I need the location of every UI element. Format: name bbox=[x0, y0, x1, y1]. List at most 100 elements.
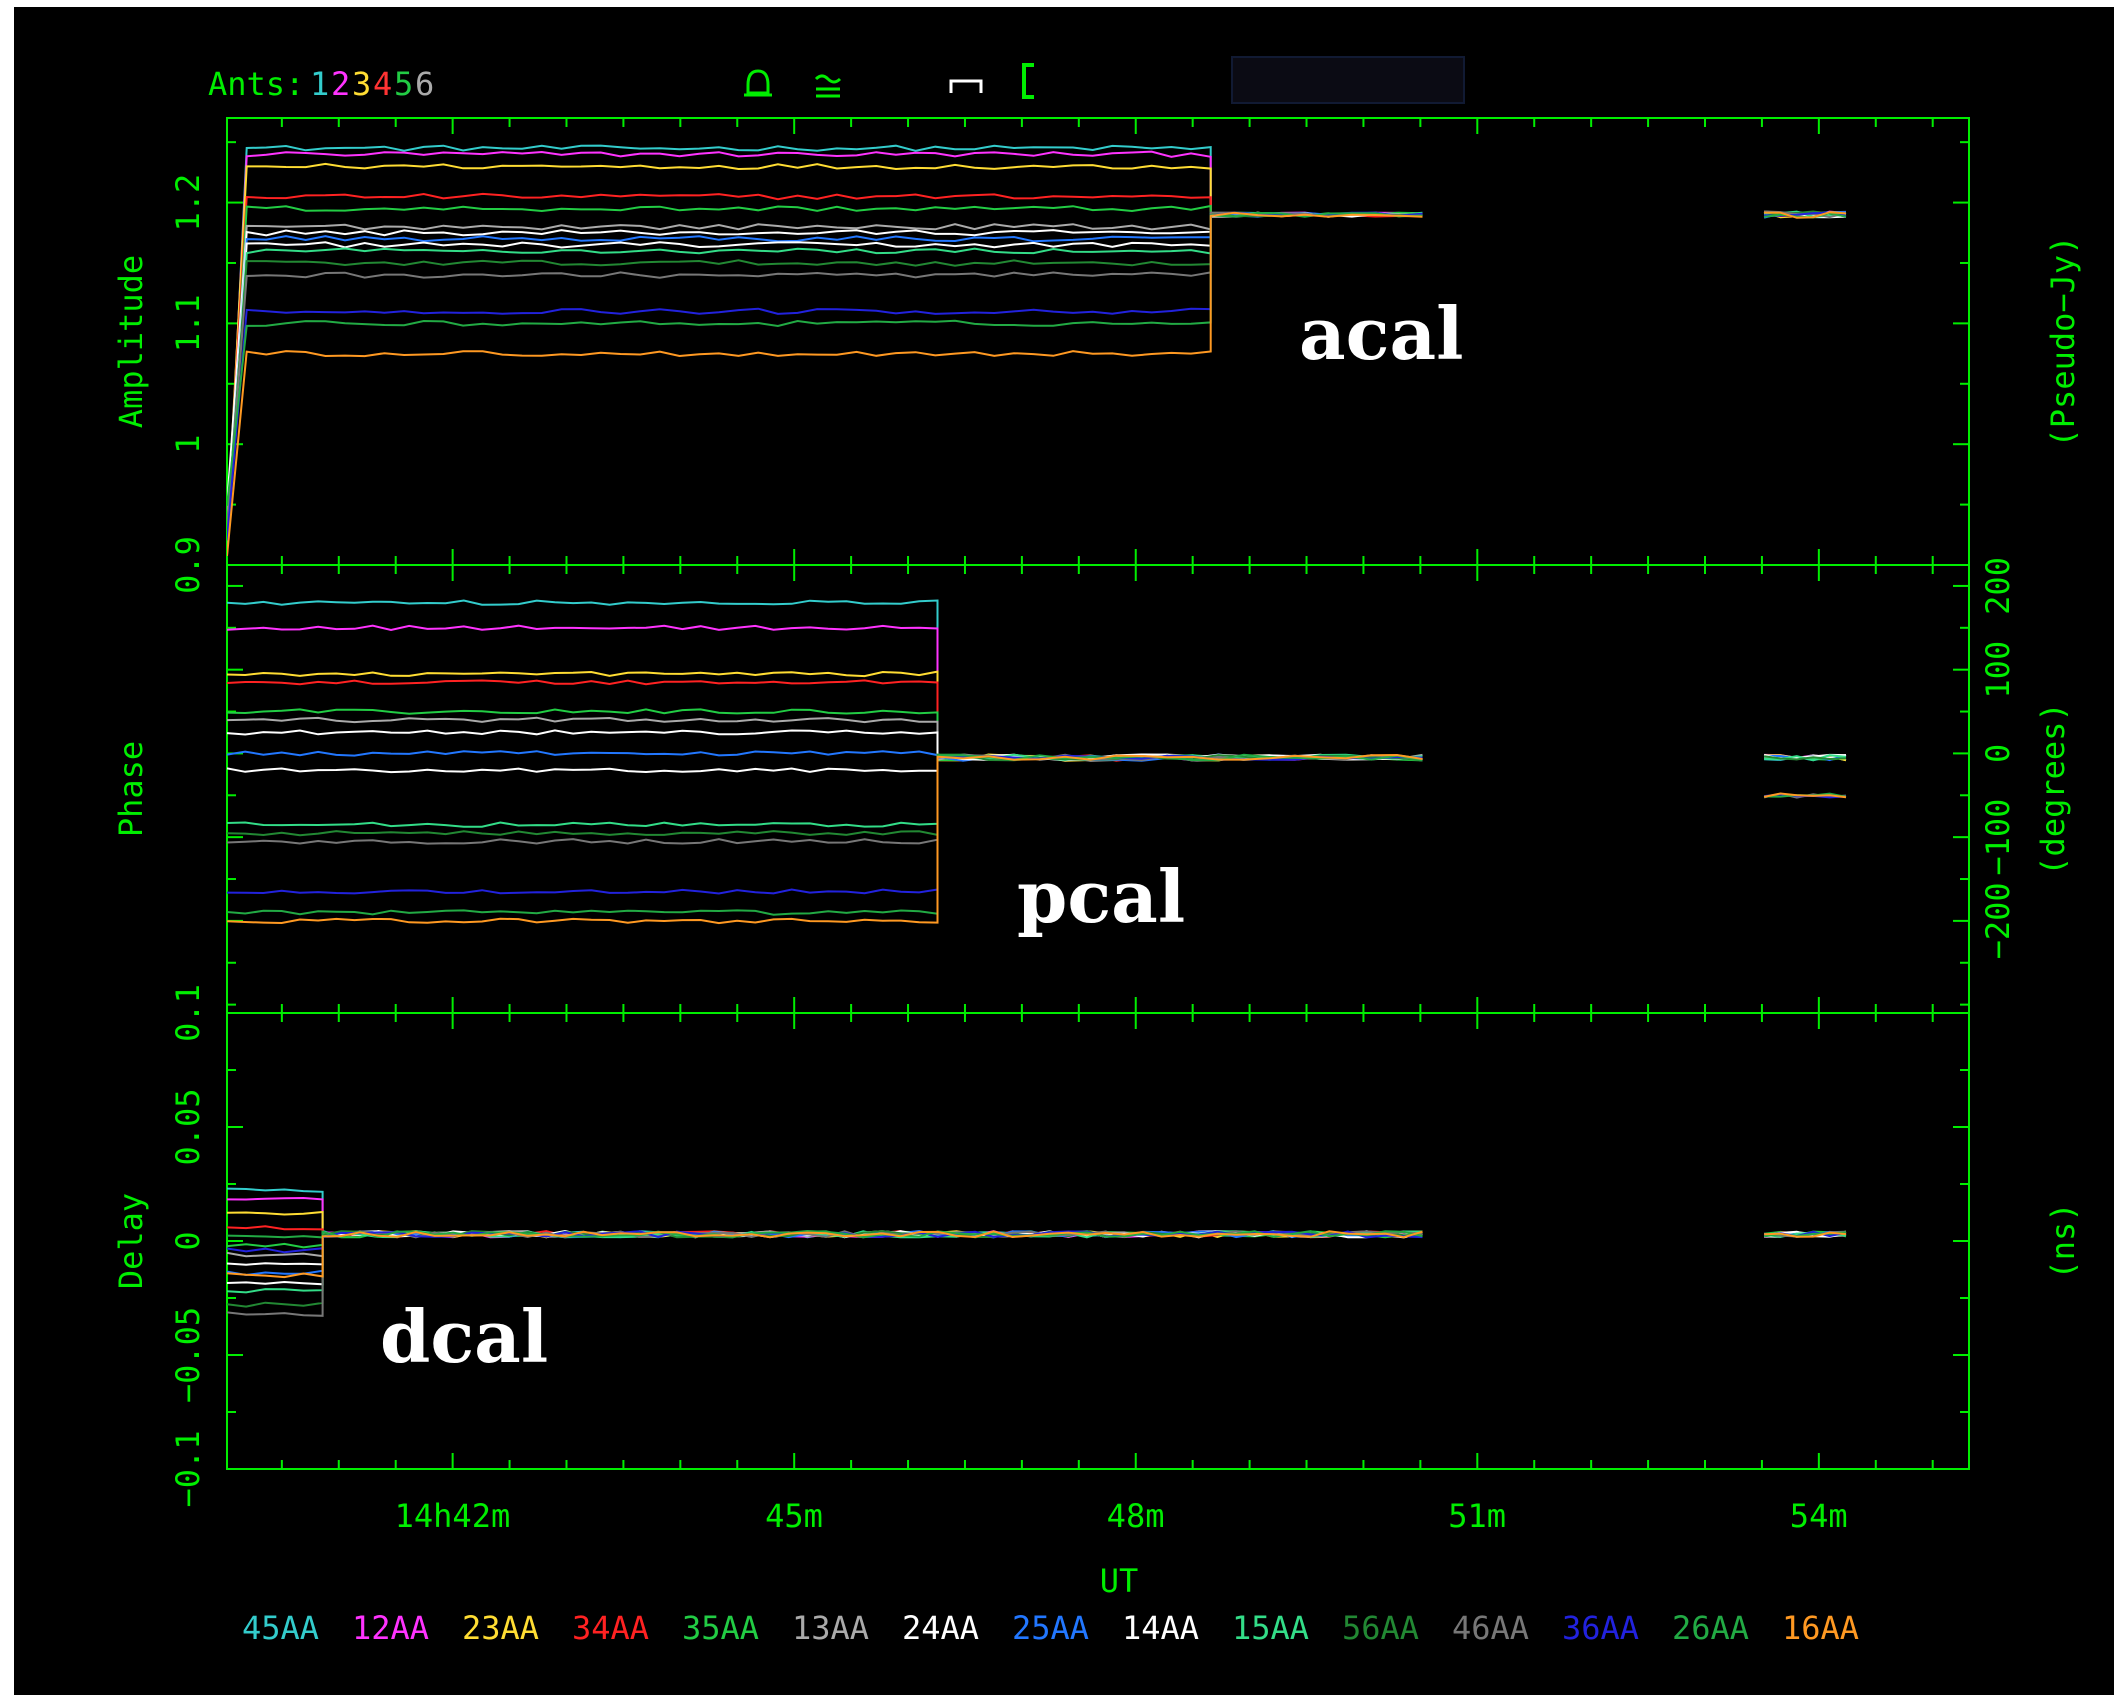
series-group bbox=[227, 144, 1847, 557]
legend-item: 36AA bbox=[1562, 1609, 1639, 1647]
approx-icon[interactable] bbox=[814, 74, 842, 98]
series-line bbox=[227, 211, 1423, 515]
series-line bbox=[227, 1187, 1423, 1239]
x-tick-label: 48m bbox=[1107, 1497, 1165, 1535]
y-tick-label: 200 bbox=[1979, 557, 2017, 615]
open-bracket-icon[interactable] bbox=[1022, 63, 1034, 99]
y-unit-label: (ns) bbox=[2044, 1202, 2082, 1279]
bracket-icon[interactable] bbox=[949, 79, 983, 93]
phase-panel: −200 −100 0 100 200 Phase (degrees) bbox=[112, 557, 2072, 1014]
series-group bbox=[227, 1187, 1847, 1317]
legend-item: 26AA bbox=[1672, 1609, 1749, 1647]
y-tick-label: 1 bbox=[169, 435, 207, 454]
y-tick-label: 0 bbox=[169, 1231, 207, 1250]
legend-item: 24AA bbox=[902, 1609, 979, 1647]
legend-item: 12AA bbox=[352, 1609, 429, 1647]
series-line bbox=[227, 211, 1423, 545]
series-line bbox=[227, 204, 1423, 548]
y-axis-label: Phase bbox=[112, 741, 150, 837]
ants-prefix: Ants: bbox=[208, 65, 304, 103]
bell-icon[interactable] bbox=[744, 69, 772, 97]
series-line bbox=[227, 679, 1423, 762]
y-tick-label: 0.05 bbox=[169, 1088, 207, 1165]
series-line bbox=[227, 1229, 1423, 1286]
y-tick-label: −100 bbox=[1979, 799, 2017, 876]
series-line bbox=[227, 211, 1423, 542]
series-line bbox=[227, 211, 1423, 506]
y-axis-label: Amplitude bbox=[112, 255, 150, 428]
series-line bbox=[227, 670, 1423, 762]
series-line bbox=[227, 211, 1423, 541]
y-axis-label: Delay bbox=[112, 1193, 150, 1289]
ant-label: 2 bbox=[331, 65, 350, 103]
legend-item: 15AA bbox=[1232, 1609, 1309, 1647]
series-line bbox=[1764, 1231, 1847, 1238]
legend-item: 56AA bbox=[1342, 1609, 1419, 1647]
ant-label: 1 bbox=[310, 65, 329, 103]
series-line bbox=[227, 1230, 1423, 1279]
legend-item: 34AA bbox=[572, 1609, 649, 1647]
series-line bbox=[227, 211, 1423, 506]
y-unit-label: (degrees) bbox=[2034, 702, 2072, 875]
x-axis-label: UT bbox=[1100, 1562, 1139, 1600]
y-tick-label: 100 bbox=[1979, 641, 2017, 699]
series-line bbox=[227, 162, 1423, 532]
panel-frame bbox=[226, 1012, 1970, 1470]
x-tick-label: 54m bbox=[1790, 1497, 1848, 1535]
series-line bbox=[227, 708, 1423, 762]
legend-item: 13AA bbox=[792, 1609, 869, 1647]
series-line bbox=[227, 211, 1423, 557]
dcal-annotation: dcal bbox=[380, 1294, 548, 1379]
series-line bbox=[227, 211, 1423, 529]
ant-label: 6 bbox=[415, 65, 434, 103]
series-line bbox=[1763, 792, 1847, 799]
legend-item: 16AA bbox=[1782, 1609, 1859, 1647]
y-tick-label: 0 bbox=[1979, 744, 2017, 763]
pcal-annotation: pcal bbox=[1017, 854, 1185, 939]
ant-label: 5 bbox=[394, 65, 413, 103]
series-group bbox=[227, 599, 1847, 925]
x-tick-label: 14h42m bbox=[395, 1497, 511, 1535]
y-tick-label: 0.9 bbox=[169, 536, 207, 594]
amplitude-panel: 0.9 1 1.1 1.2 Amplitude (Pseudo−Jy) bbox=[112, 117, 2082, 594]
legend: 45AA 12AA 23AA 34AA 35AA 13AA 24AA 25AA 14AA 15AA… bbox=[242, 1609, 1859, 1647]
legend-item: 45AA bbox=[242, 1609, 319, 1647]
y-tick-label: −0.05 bbox=[169, 1307, 207, 1403]
legend-item: 23AA bbox=[462, 1609, 539, 1647]
series-line bbox=[227, 1230, 1423, 1294]
series-line bbox=[227, 753, 1423, 845]
series-line bbox=[227, 753, 1423, 925]
y-tick-label: 1.1 bbox=[169, 294, 207, 352]
y-tick-label: 0.1 bbox=[169, 984, 207, 1042]
panel-frame bbox=[226, 564, 1970, 1014]
series-line bbox=[227, 754, 1423, 895]
y-unit-label: (Pseudo−Jy) bbox=[2044, 236, 2082, 448]
delay-panel: −0.1 −0.05 0 0.05 0.1 Delay (ns) 14h42m 45m 48m 51… bbox=[112, 984, 2082, 1535]
series-line bbox=[227, 211, 1423, 542]
legend-item: 46AA bbox=[1452, 1609, 1529, 1647]
series-line bbox=[1764, 211, 1847, 219]
series-line bbox=[227, 144, 1423, 556]
panel-frame bbox=[226, 117, 1970, 566]
series-line bbox=[227, 753, 1423, 828]
acal-annotation: acal bbox=[1299, 291, 1464, 376]
y-tick-label: 1.2 bbox=[169, 174, 207, 232]
series-line bbox=[1763, 755, 1847, 761]
input-box[interactable] bbox=[1231, 56, 1465, 104]
x-tick-label: 51m bbox=[1448, 1497, 1506, 1535]
legend-item: 14AA bbox=[1122, 1609, 1199, 1647]
ant-label: 3 bbox=[352, 65, 371, 103]
series-line bbox=[227, 192, 1423, 525]
series-line bbox=[227, 599, 1423, 762]
y-tick-label: −200 bbox=[1979, 882, 2017, 959]
series-line bbox=[227, 211, 1423, 530]
legend-item: 35AA bbox=[682, 1609, 759, 1647]
ant-label: 4 bbox=[373, 65, 392, 103]
series-line bbox=[227, 624, 1423, 762]
series-line bbox=[227, 753, 1423, 837]
x-tick-label: 45m bbox=[765, 1497, 823, 1535]
y-tick-label: −0.1 bbox=[169, 1430, 207, 1507]
